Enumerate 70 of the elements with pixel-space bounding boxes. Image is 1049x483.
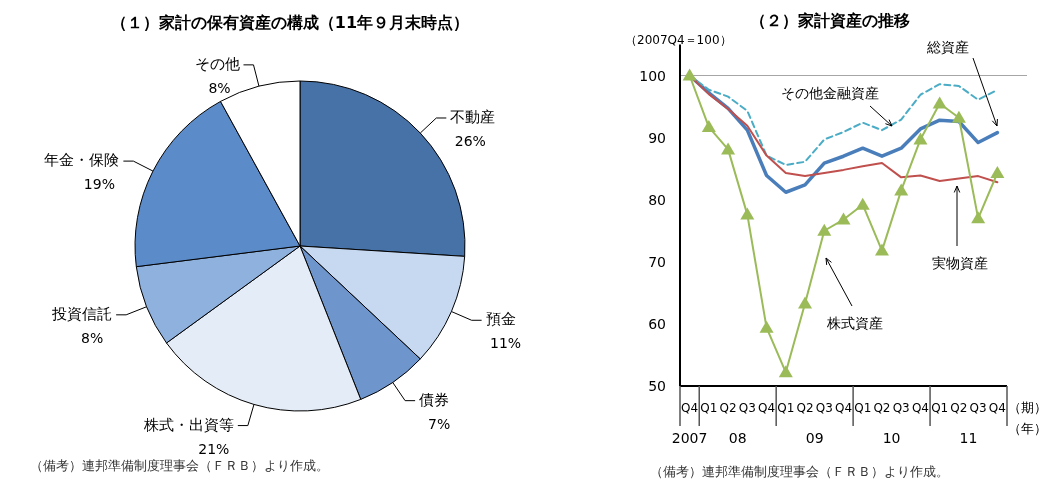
slice-label: 不動産 <box>450 107 496 126</box>
x-axis-title: （期） <box>1008 400 1047 415</box>
series-label: 株式資産 <box>826 315 883 331</box>
text: （備考）連邦準備制度理事会（ＦＲＢ）より作成。 <box>30 458 329 473</box>
text: 08 <box>728 430 747 446</box>
text: 2007 <box>671 430 708 446</box>
data-label: 19% <box>83 176 115 193</box>
x-tick-label: Q2 <box>873 401 891 415</box>
x-tick-label: Q3 <box>738 401 756 415</box>
point <box>701 120 716 133</box>
y-axis-title: （2007Q4＝100） <box>625 33 732 47</box>
point <box>855 197 870 210</box>
x-tick-label: Q3 <box>892 401 910 415</box>
point <box>721 142 736 155</box>
x-tick-label: Q1 <box>931 401 949 415</box>
x-tick-label: Q3 <box>969 401 987 415</box>
x-tick-label: Q4 <box>834 401 853 415</box>
slice-label: 預金 <box>485 310 516 329</box>
point <box>759 320 774 333</box>
point <box>874 243 889 256</box>
point <box>971 211 986 224</box>
data-label: 8% <box>208 79 231 96</box>
point <box>951 110 966 123</box>
x-tick-label: Q4 <box>681 401 699 415</box>
point <box>682 68 697 81</box>
text: 実物資産 <box>932 255 988 271</box>
point <box>913 132 928 145</box>
y-tick-label: 90 <box>648 129 666 146</box>
point <box>798 296 813 309</box>
data-label: 11% <box>490 335 522 352</box>
x-tick-label: Q1 <box>777 401 795 415</box>
point <box>894 183 909 196</box>
text: 総資産 <box>926 39 969 55</box>
text: 11 <box>959 430 978 446</box>
slice-label: 年金・保険 <box>44 151 120 170</box>
text: （年） <box>1008 421 1047 436</box>
x-tick-label: Q2 <box>796 401 814 415</box>
x-tick-label: Q4 <box>758 401 776 415</box>
y-tick-label: 100 <box>639 67 666 84</box>
slice-label: 債券 <box>419 390 450 409</box>
point <box>932 96 947 109</box>
slice-label: 投資信託 <box>51 304 113 323</box>
x-tick-label: Q2 <box>719 401 737 415</box>
x-tick-label: Q1 <box>700 401 718 415</box>
slice-label: 株式・出資等 <box>142 415 234 434</box>
point <box>836 212 851 225</box>
x-tick-label: Q4 <box>911 401 929 415</box>
point <box>740 207 755 220</box>
x-tick-label: Q2 <box>950 401 968 415</box>
x-tick-label: Q3 <box>815 401 833 415</box>
data-label: 7% <box>428 415 451 432</box>
x-tick-label: Q1 <box>854 401 872 415</box>
data-label: 8% <box>81 329 104 346</box>
x-tick-label: Q4 <box>988 401 1006 415</box>
chart-title: （１）家計の保有資産の構成（11年９月末時点） <box>110 13 470 32</box>
y-tick-label: 60 <box>648 315 666 332</box>
point <box>778 365 793 378</box>
chart-title: （２）家計資産の推移 <box>750 11 910 30</box>
text: （備考）連邦準備制度理事会（ＦＲＢ）より作成。 <box>650 464 949 479</box>
data-label: 21% <box>198 440 230 457</box>
slice-label: その他 <box>194 54 240 73</box>
text: 09 <box>805 430 824 446</box>
y-tick-label: 80 <box>648 191 666 208</box>
point <box>817 223 832 236</box>
point <box>990 166 1005 178</box>
series-label: その他金融資産 <box>781 85 879 101</box>
y-tick-label: 50 <box>648 378 666 394</box>
data-label: 26% <box>454 132 486 149</box>
y-tick-label: 70 <box>648 253 666 270</box>
text: 10 <box>882 430 901 446</box>
